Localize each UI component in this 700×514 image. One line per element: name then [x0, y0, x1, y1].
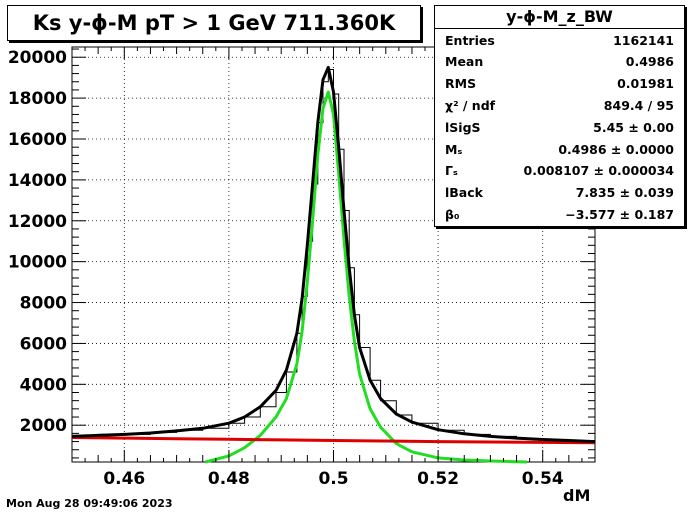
y-tick-label: 10000	[8, 253, 67, 273]
stats-label: χ² / ndf	[445, 97, 496, 113]
stats-name: y-ϕ-M_z_BW	[435, 6, 684, 29]
stats-label: lBack	[445, 185, 483, 201]
stats-label: Γₛ	[445, 163, 458, 179]
stats-row: Γₛ 0.008107 ± 0.000034	[445, 160, 674, 182]
stats-label: RMS	[445, 76, 477, 92]
stats-row: Mₛ 0.4986 ± 0.0000	[445, 138, 674, 160]
x-axis-title: dM	[563, 486, 591, 505]
stats-value: 5.45 ± 0.00	[593, 119, 674, 135]
stats-label: Mₛ	[445, 141, 463, 157]
x-tick-label: 0.5	[318, 469, 348, 489]
y-tick-label: 14000	[8, 171, 67, 191]
x-tick-label: 0.46	[103, 469, 145, 489]
stats-row: lBack 7.835 ± 0.039	[445, 182, 674, 204]
series-layer	[71, 65, 596, 464]
stats-value: 7.835 ± 0.039	[575, 185, 674, 201]
x-tick-label: 0.54	[522, 469, 564, 489]
y-tick-label: 2000	[20, 416, 67, 436]
stats-row: RMS 0.01981	[445, 73, 674, 95]
stats-value: 0.01981	[617, 76, 674, 92]
timestamp: Mon Aug 28 09:49:06 2023	[6, 497, 173, 510]
stats-row: Entries 1162141	[445, 29, 674, 51]
stats-label: β₀	[445, 206, 460, 222]
x-tick-label: 0.48	[208, 469, 250, 489]
stats-row: β₀ −3.577 ± 0.187	[445, 203, 674, 225]
y-tick-label: 8000	[20, 294, 67, 314]
stats-label: Mean	[445, 54, 484, 70]
y-tick-label: 6000	[20, 334, 67, 354]
stats-row: lSigS 5.45 ± 0.00	[445, 116, 674, 138]
y-tick-label: 4000	[20, 375, 67, 395]
stats-value: −3.577 ± 0.187	[565, 206, 674, 222]
y-tick-label: 20000	[8, 48, 67, 68]
chart-title: Ks y-ϕ-M pT > 1 GeV 711.360K	[7, 5, 421, 41]
signal-curve	[205, 90, 528, 464]
x-tick-label: 0.52	[417, 469, 459, 489]
y-tick-label: 12000	[8, 212, 67, 232]
stats-value: 0.4986	[625, 54, 674, 70]
background-curve	[71, 436, 596, 445]
stats-value: 1162141	[613, 32, 674, 48]
stats-value: 849.4 / 95	[603, 97, 674, 113]
y-tick-label: 16000	[8, 130, 67, 150]
stats-box: y-ϕ-M_z_BW Entries 1162141 Mean 0.4986 RMS 0.…	[434, 5, 685, 227]
stats-value: 0.008107 ± 0.000034	[523, 163, 674, 179]
total-fit-curve	[71, 65, 596, 444]
stats-row: Mean 0.4986	[445, 51, 674, 73]
stats-value: 0.4986 ± 0.0000	[558, 141, 674, 157]
y-tick-label: 18000	[8, 89, 67, 109]
stats-label: Entries	[445, 32, 495, 48]
stats-label: lSigS	[445, 119, 481, 135]
stats-row: χ² / ndf 849.4 / 95	[445, 94, 674, 116]
